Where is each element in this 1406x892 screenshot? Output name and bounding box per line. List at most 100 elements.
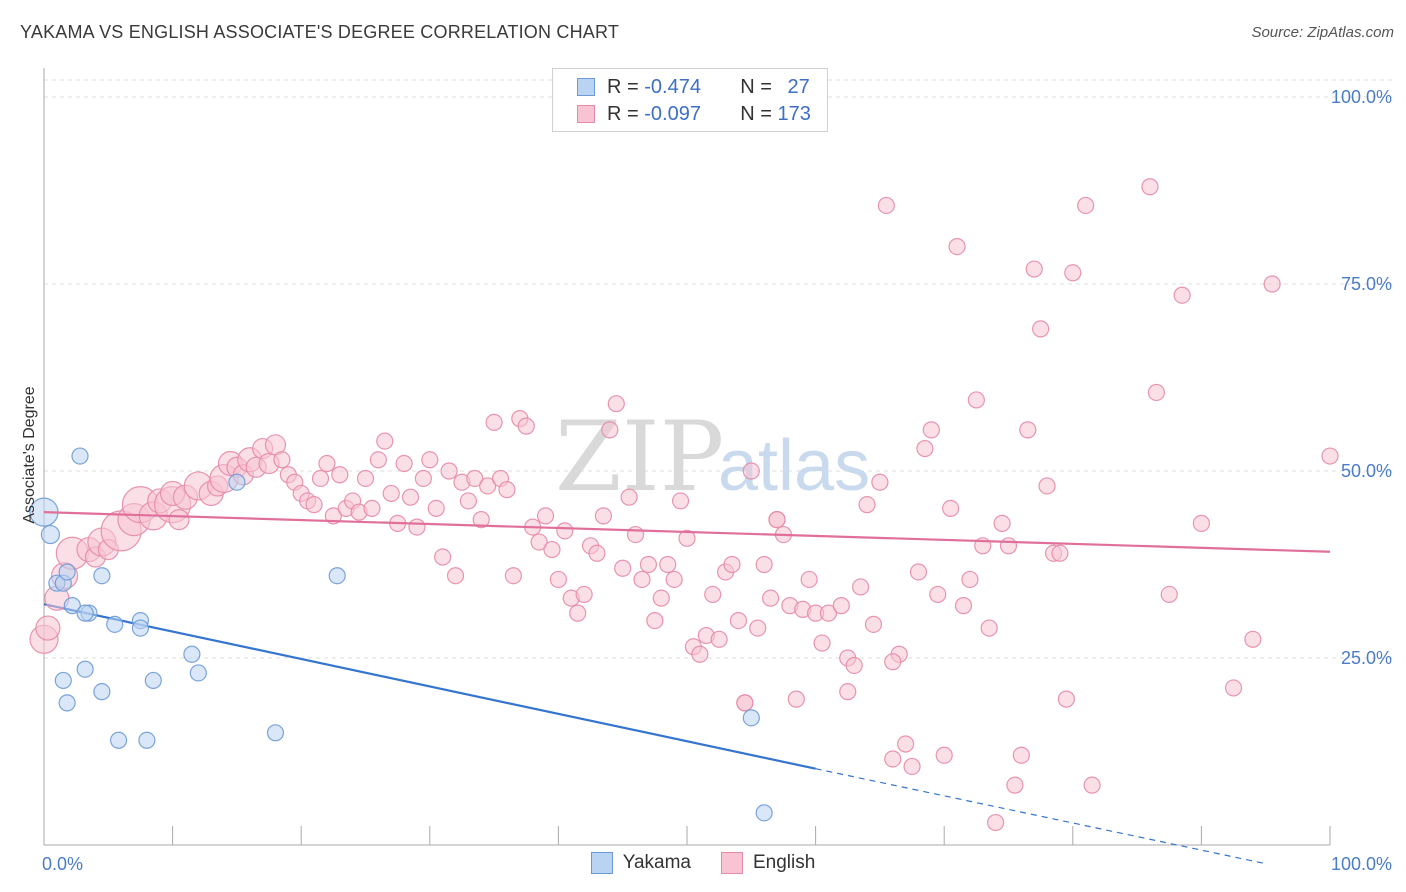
legend-row-english: R = -0.097 N = 173 <box>553 100 811 128</box>
source-label: Source: ZipAtlas.com <box>1251 24 1394 41</box>
data-point-english <box>948 238 966 256</box>
data-point-english <box>421 451 439 469</box>
data-point-english <box>768 511 786 529</box>
data-point-english <box>877 196 895 215</box>
data-point-english <box>967 391 985 409</box>
data-point-english <box>408 518 426 536</box>
axes <box>43 68 1331 846</box>
data-point-english <box>903 757 921 776</box>
data-point-english <box>852 578 870 596</box>
data-point-english <box>414 469 432 488</box>
x-tick-label: 100.0% <box>1331 854 1392 874</box>
n-label: N = <box>740 75 772 98</box>
r-value: -0.097 <box>644 102 701 125</box>
data-point-english <box>942 499 960 517</box>
data-point-yakama <box>109 731 128 749</box>
data-point-english <box>659 555 677 574</box>
legend-item-english[interactable]: English <box>720 852 815 874</box>
data-point-english <box>755 555 773 574</box>
data-point-english <box>376 432 394 450</box>
data-point-english <box>1077 196 1095 215</box>
data-point-english <box>530 533 548 551</box>
series-legend: Yakama English <box>0 852 1406 874</box>
data-point-english <box>1192 514 1211 532</box>
data-point-yakama <box>93 567 111 585</box>
data-point-english <box>723 555 741 574</box>
data-point-english <box>427 499 445 517</box>
data-point-english <box>440 462 458 480</box>
data-point-english <box>646 611 664 630</box>
data-point-english <box>858 496 876 514</box>
data-point-english <box>1321 447 1339 465</box>
data-point-yakama <box>58 563 76 581</box>
data-point-english <box>459 492 477 510</box>
n-value: 27 <box>787 75 810 98</box>
series-english <box>29 178 1339 832</box>
legend-swatch-yakama <box>590 852 613 874</box>
data-point-english <box>1160 585 1178 604</box>
data-point-english <box>999 537 1018 555</box>
data-point-english <box>633 570 651 589</box>
chart-title: YAKAMA VS ENGLISH ASSOCIATE'S DEGREE COR… <box>20 22 620 42</box>
data-point-english <box>1025 260 1043 278</box>
data-point-yakama <box>742 709 760 727</box>
n-value: 173 <box>777 102 811 125</box>
data-point-english <box>620 488 638 506</box>
y-tick-labels: 25.0% 50.0% 75.0% 100.0% <box>1331 87 1392 668</box>
r-value: -0.474 <box>644 75 701 98</box>
data-point-english <box>588 544 606 562</box>
legend-row-yakama: R = -0.474 N = 27 <box>553 73 810 101</box>
watermark-atlas: atlas <box>718 426 870 506</box>
data-point-english <box>800 570 818 589</box>
data-point-yakama <box>144 671 162 690</box>
data-point-english <box>569 604 587 622</box>
y-tick-label: 100.0% <box>1331 87 1392 107</box>
data-point-yakama <box>755 804 773 822</box>
data-point-yakama <box>228 473 246 491</box>
n-label: N = <box>740 102 772 125</box>
data-point-english <box>845 656 863 675</box>
data-point-english <box>311 469 330 488</box>
data-point-english <box>543 540 561 559</box>
data-point-english <box>1012 746 1030 764</box>
data-point-english <box>897 735 915 753</box>
data-point-yakama <box>106 615 124 633</box>
data-point-english <box>168 509 190 531</box>
data-point-english <box>980 619 998 637</box>
data-point-english <box>678 529 696 547</box>
data-point-english <box>742 462 760 480</box>
data-point-english <box>671 492 690 510</box>
data-point-english <box>614 559 632 577</box>
data-point-english <box>517 417 535 435</box>
data-point-english <box>665 570 683 589</box>
data-point-yakama <box>93 683 111 701</box>
data-point-yakama <box>189 664 207 682</box>
data-point-english <box>472 511 490 529</box>
data-point-english <box>331 466 349 484</box>
data-point-yakama <box>183 645 201 663</box>
data-point-english <box>884 750 902 768</box>
data-point-english <box>401 488 420 506</box>
data-point-yakama <box>266 724 285 742</box>
data-point-english <box>466 469 484 488</box>
data-point-english <box>607 395 625 413</box>
data-point-english <box>626 525 645 544</box>
data-point-english <box>575 585 593 604</box>
data-point-english <box>884 653 902 671</box>
data-point-english <box>1051 544 1069 562</box>
data-point-english <box>305 496 323 514</box>
data-point-english <box>929 585 947 604</box>
data-point-english <box>1032 320 1050 338</box>
data-point-english <box>761 589 780 607</box>
data-point-english <box>1057 690 1075 708</box>
data-point-english <box>536 507 555 525</box>
data-point-yakama <box>138 731 156 749</box>
data-point-yakama <box>131 619 150 637</box>
data-point-english <box>749 619 767 637</box>
legend-item-yakama[interactable]: Yakama <box>590 852 691 874</box>
y-tick-label: 50.0% <box>1341 461 1392 481</box>
data-point-english <box>363 499 381 517</box>
data-point-english <box>1141 178 1159 196</box>
data-point-english <box>369 451 387 469</box>
data-point-english <box>601 421 619 439</box>
